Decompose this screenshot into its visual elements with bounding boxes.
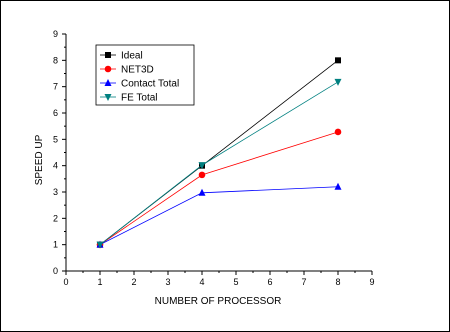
- legend-item-ideal: Ideal: [100, 51, 143, 62]
- x-tick-label: 2: [131, 277, 136, 287]
- x-tick-label: 9: [369, 277, 374, 287]
- y-tick-label: 0: [53, 266, 58, 276]
- y-tick-label: 9: [53, 29, 58, 39]
- data-point-contact-total: [334, 182, 342, 190]
- x-tick-label: 0: [63, 277, 68, 287]
- data-point-net3d: [334, 128, 342, 136]
- plot-area: [96, 57, 342, 249]
- series-line-contact-total: [99, 186, 339, 246]
- x-tick-label: 5: [233, 277, 238, 287]
- x-tick-label: 3: [165, 277, 170, 287]
- y-axis-label: SPEED UP: [34, 134, 45, 185]
- axes: 0 1 2 3 4 5 6 7 8 9 0 1 2 3 4 5 6 7 8 9: [53, 29, 375, 287]
- x-tick-label: 8: [335, 277, 340, 287]
- legend-label-contact-total: Contact Total: [121, 79, 179, 90]
- y-tick-label: 4: [53, 161, 58, 171]
- legend-marker-net3d: [104, 65, 112, 73]
- data-point-ideal: [335, 57, 341, 64]
- y-tick-label: 2: [53, 213, 58, 223]
- data-point-fe-total: [198, 162, 206, 170]
- data-point-contact-total: [198, 188, 206, 196]
- legend: Ideal NET3D Contact Total FE Total: [95, 44, 195, 106]
- x-axis-label: NUMBER OF PROCESSOR: [155, 296, 282, 307]
- y-tick-label: 8: [53, 55, 58, 65]
- series-fe-total: [96, 78, 342, 249]
- y-tick-label: 1: [53, 240, 58, 250]
- legend-label-net3d: NET3D: [121, 65, 154, 76]
- legend-marker-fe-total: [104, 94, 112, 101]
- y-tick-label: 3: [53, 187, 58, 197]
- legend-item-contact-total: Contact Total: [100, 79, 179, 90]
- y-tick-label: 5: [53, 134, 58, 144]
- x-tick-label: 7: [301, 277, 306, 287]
- data-point-net3d: [198, 171, 206, 179]
- y-tick-label: 6: [53, 108, 58, 118]
- x-tick-label: 6: [267, 277, 272, 287]
- x-tick-label: 4: [199, 277, 204, 287]
- data-point-fe-total: [334, 78, 342, 86]
- legend-label-ideal: Ideal: [121, 51, 143, 62]
- series-contact-total: [96, 182, 342, 248]
- legend-label-fe-total: FE Total: [121, 93, 158, 104]
- y-tick-label: 7: [53, 82, 58, 92]
- legend-marker-contact-total: [104, 79, 112, 86]
- legend-marker-ideal: [105, 52, 111, 58]
- legend-item-net3d: NET3D: [100, 65, 154, 76]
- x-tick-label: 1: [97, 277, 102, 287]
- data-point-fe-total: [96, 241, 104, 249]
- legend-item-fe-total: FE Total: [100, 93, 158, 104]
